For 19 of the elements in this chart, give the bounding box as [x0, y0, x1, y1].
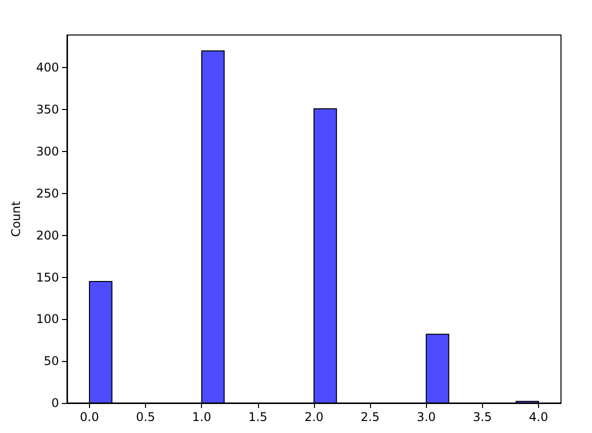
- x-tick-label: 4.0: [529, 410, 548, 424]
- x-tick-label: 3.5: [472, 410, 492, 424]
- y-tick-label: 50: [44, 354, 59, 368]
- y-axis-title: Count: [9, 200, 23, 237]
- y-tick-label: 100: [36, 312, 59, 326]
- x-tick-label: 1.0: [192, 410, 212, 424]
- y-tick-label: 250: [36, 186, 59, 200]
- x-tick-label: 2.5: [360, 410, 380, 424]
- y-tick-label: 200: [36, 228, 59, 242]
- x-tick-label: 1.5: [248, 410, 268, 424]
- x-tick-label: 3.0: [416, 410, 436, 424]
- y-tick-label: 300: [36, 144, 59, 159]
- y-tick-label: 350: [36, 102, 59, 117]
- x-tick-label: 2.0: [304, 410, 324, 424]
- y-tick-label: 150: [36, 270, 59, 284]
- x-tick-label: 0.5: [136, 410, 156, 424]
- y-tick-label: 0: [51, 396, 59, 410]
- y-tick-label: 400: [36, 60, 59, 75]
- x-tick-label: 0.0: [80, 410, 99, 424]
